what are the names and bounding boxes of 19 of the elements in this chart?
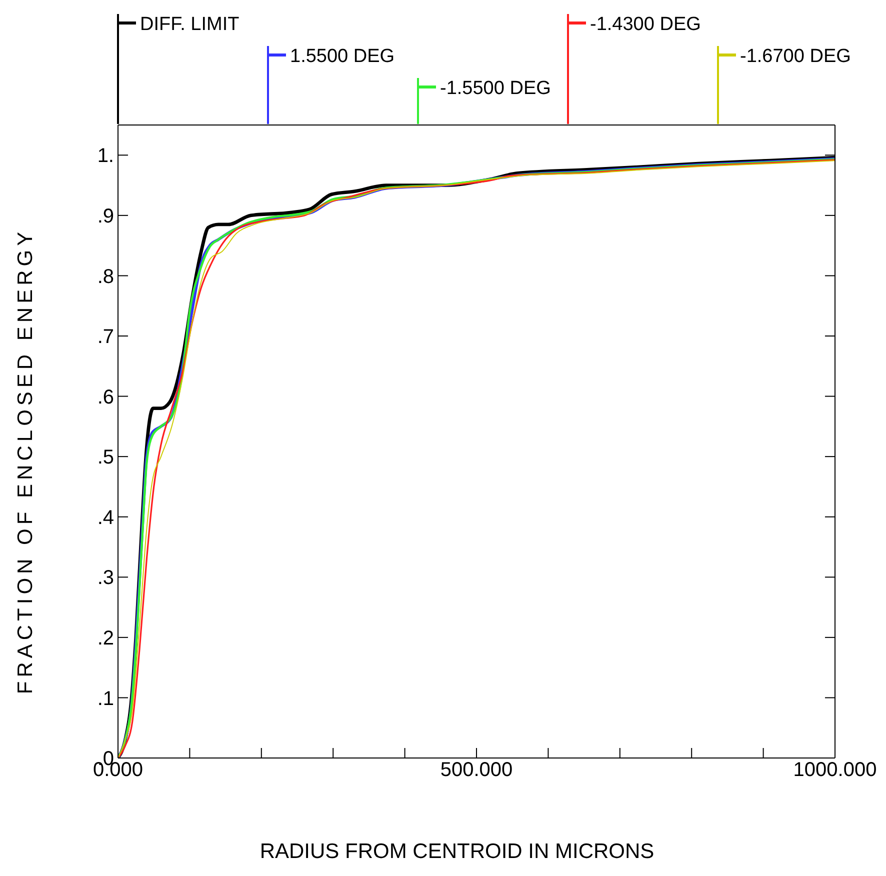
y-tick-label: .5 <box>97 446 114 469</box>
y-tick-label: .6 <box>97 386 114 408</box>
legend-label: 1.5500 DEG <box>290 46 395 67</box>
x-tick-label: 1000.000 <box>793 759 877 782</box>
legend-label: -1.4300 DEG <box>590 14 701 35</box>
x-axis-title: RADIUS FROM CENTROID IN MICRONS <box>260 840 654 863</box>
y-tick-label: .9 <box>97 206 114 228</box>
y-tick-label: .2 <box>97 628 114 650</box>
y-tick-label: .8 <box>97 266 114 288</box>
y-tick-label: .4 <box>97 506 114 529</box>
x-tick-label: 500.000 <box>440 759 513 782</box>
legend-label: DIFF. LIMIT <box>140 14 240 35</box>
legend-label: -1.5500 DEG <box>440 78 551 99</box>
y-tick-label: .1 <box>97 688 114 710</box>
legend-label: -1.6700 DEG <box>740 46 851 67</box>
y-axis-title: FRACTION OF ENCLOSED ENERGY <box>14 228 37 694</box>
y-tick-label: .3 <box>97 567 114 590</box>
y-tick-label: 1. <box>97 145 114 168</box>
y-tick-label: .7 <box>97 326 114 348</box>
